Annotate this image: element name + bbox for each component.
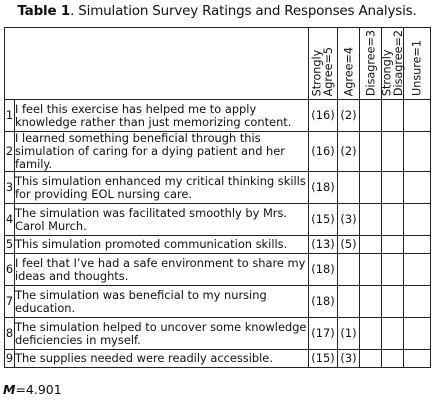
table-caption: Table 1. Simulation Survey Ratings and R… — [0, 3, 434, 19]
survey-table: Strongly Agree=5 Agree=4 Disagree=3 Stro… — [4, 27, 431, 368]
row-number: 5 — [4, 235, 15, 254]
cell-strongly-disagree — [381, 285, 404, 318]
row-number: 2 — [4, 131, 15, 172]
table-row: 6 I feel that I’ve had a safe environmen… — [4, 253, 431, 286]
header-unsure: Unsure=1 — [403, 27, 431, 100]
cell-strongly-disagree — [381, 317, 404, 350]
cell-strongly-disagree — [381, 235, 404, 254]
cell-unsure — [403, 349, 431, 368]
cell-strongly-agree: (15) — [308, 203, 338, 236]
cell-unsure — [403, 131, 431, 172]
row-number: 8 — [4, 317, 15, 350]
row-number: 4 — [4, 203, 15, 236]
cell-strongly-agree: (18) — [308, 171, 338, 204]
row-number: 7 — [4, 285, 15, 318]
cell-unsure — [403, 285, 431, 318]
cell-disagree — [359, 285, 382, 318]
cell-disagree — [359, 235, 382, 254]
table-row: 7 The simulation was beneficial to my nu… — [4, 285, 431, 318]
cell-agree — [337, 171, 360, 204]
header-row: Strongly Agree=5 Agree=4 Disagree=3 Stro… — [4, 27, 431, 100]
cell-agree: (1) — [337, 317, 360, 350]
header-strongly-agree: Strongly Agree=5 — [308, 27, 338, 100]
row-statement: The simulation was beneficial to my nurs… — [14, 285, 309, 318]
header-empty-cell — [4, 27, 309, 100]
row-statement: I learned something beneficial through t… — [14, 131, 309, 172]
table-row: 1 I feel this exercise has helped me to … — [4, 99, 431, 132]
cell-unsure — [403, 171, 431, 204]
cell-strongly-disagree — [381, 171, 404, 204]
row-statement: The simulation helped to uncover some kn… — [14, 317, 309, 350]
header-agree: Agree=4 — [337, 27, 360, 100]
cell-agree — [337, 253, 360, 286]
mean-value: =4.901 — [15, 382, 62, 397]
cell-disagree — [359, 131, 382, 172]
cell-unsure — [403, 235, 431, 254]
row-number: 3 — [4, 171, 15, 204]
cell-disagree — [359, 253, 382, 286]
row-statement: This simulation enhanced my critical thi… — [14, 171, 309, 204]
cell-agree: (5) — [337, 235, 360, 254]
row-number: 6 — [4, 253, 15, 286]
cell-strongly-disagree — [381, 253, 404, 286]
cell-agree: (2) — [337, 99, 360, 132]
table-caption-label: Table 1 — [17, 3, 71, 19]
row-statement: The supplies needed were readily accessi… — [14, 349, 309, 368]
table-caption-text: . Simulation Survey Ratings and Response… — [70, 3, 417, 19]
cell-strongly-disagree — [381, 131, 404, 172]
cell-agree: (2) — [337, 131, 360, 172]
cell-strongly-agree: (17) — [308, 317, 338, 350]
row-number: 9 — [4, 349, 15, 368]
table-row: 5 This simulation promoted communication… — [4, 235, 431, 254]
cell-strongly-agree: (18) — [308, 253, 338, 286]
cell-strongly-agree: (18) — [308, 285, 338, 318]
cell-strongly-disagree — [381, 349, 404, 368]
row-statement: This simulation promoted communication s… — [14, 235, 309, 254]
mean-symbol: M — [3, 382, 16, 397]
cell-unsure — [403, 203, 431, 236]
cell-disagree — [359, 99, 382, 132]
row-statement: I feel this exercise has helped me to ap… — [14, 99, 309, 132]
cell-agree: (3) — [337, 203, 360, 236]
cell-strongly-agree: (16) — [308, 99, 338, 132]
mean-score: M=4.901 — [3, 382, 62, 397]
table-row: 8 The simulation helped to uncover some … — [4, 317, 431, 350]
cell-strongly-agree: (16) — [308, 131, 338, 172]
cell-unsure — [403, 317, 431, 350]
table-row: 2 I learned something beneficial through… — [4, 131, 431, 172]
cell-strongly-agree: (13) — [308, 235, 338, 254]
table-row: 3 This simulation enhanced my critical t… — [4, 171, 431, 204]
cell-disagree — [359, 317, 382, 350]
row-statement: The simulation was facilitated smoothly … — [14, 203, 309, 236]
cell-disagree — [359, 203, 382, 236]
header-strongly-disagree: Strongly Disagree=2 — [380, 27, 405, 100]
row-statement: I feel that I’ve had a safe environment … — [14, 253, 309, 286]
cell-disagree — [359, 171, 382, 204]
cell-strongly-disagree — [381, 203, 404, 236]
cell-unsure — [403, 99, 431, 132]
cell-disagree — [359, 349, 382, 368]
cell-agree — [337, 285, 360, 318]
cell-unsure — [403, 253, 431, 286]
cell-strongly-agree: (15) — [308, 349, 338, 368]
row-number: 1 — [4, 99, 15, 132]
header-disagree: Disagree=3 — [359, 27, 382, 100]
cell-strongly-disagree — [381, 99, 404, 132]
table-row: 4 The simulation was facilitated smoothl… — [4, 203, 431, 236]
cell-agree: (3) — [337, 349, 360, 368]
table-row: 9 The supplies needed were readily acces… — [4, 349, 431, 368]
